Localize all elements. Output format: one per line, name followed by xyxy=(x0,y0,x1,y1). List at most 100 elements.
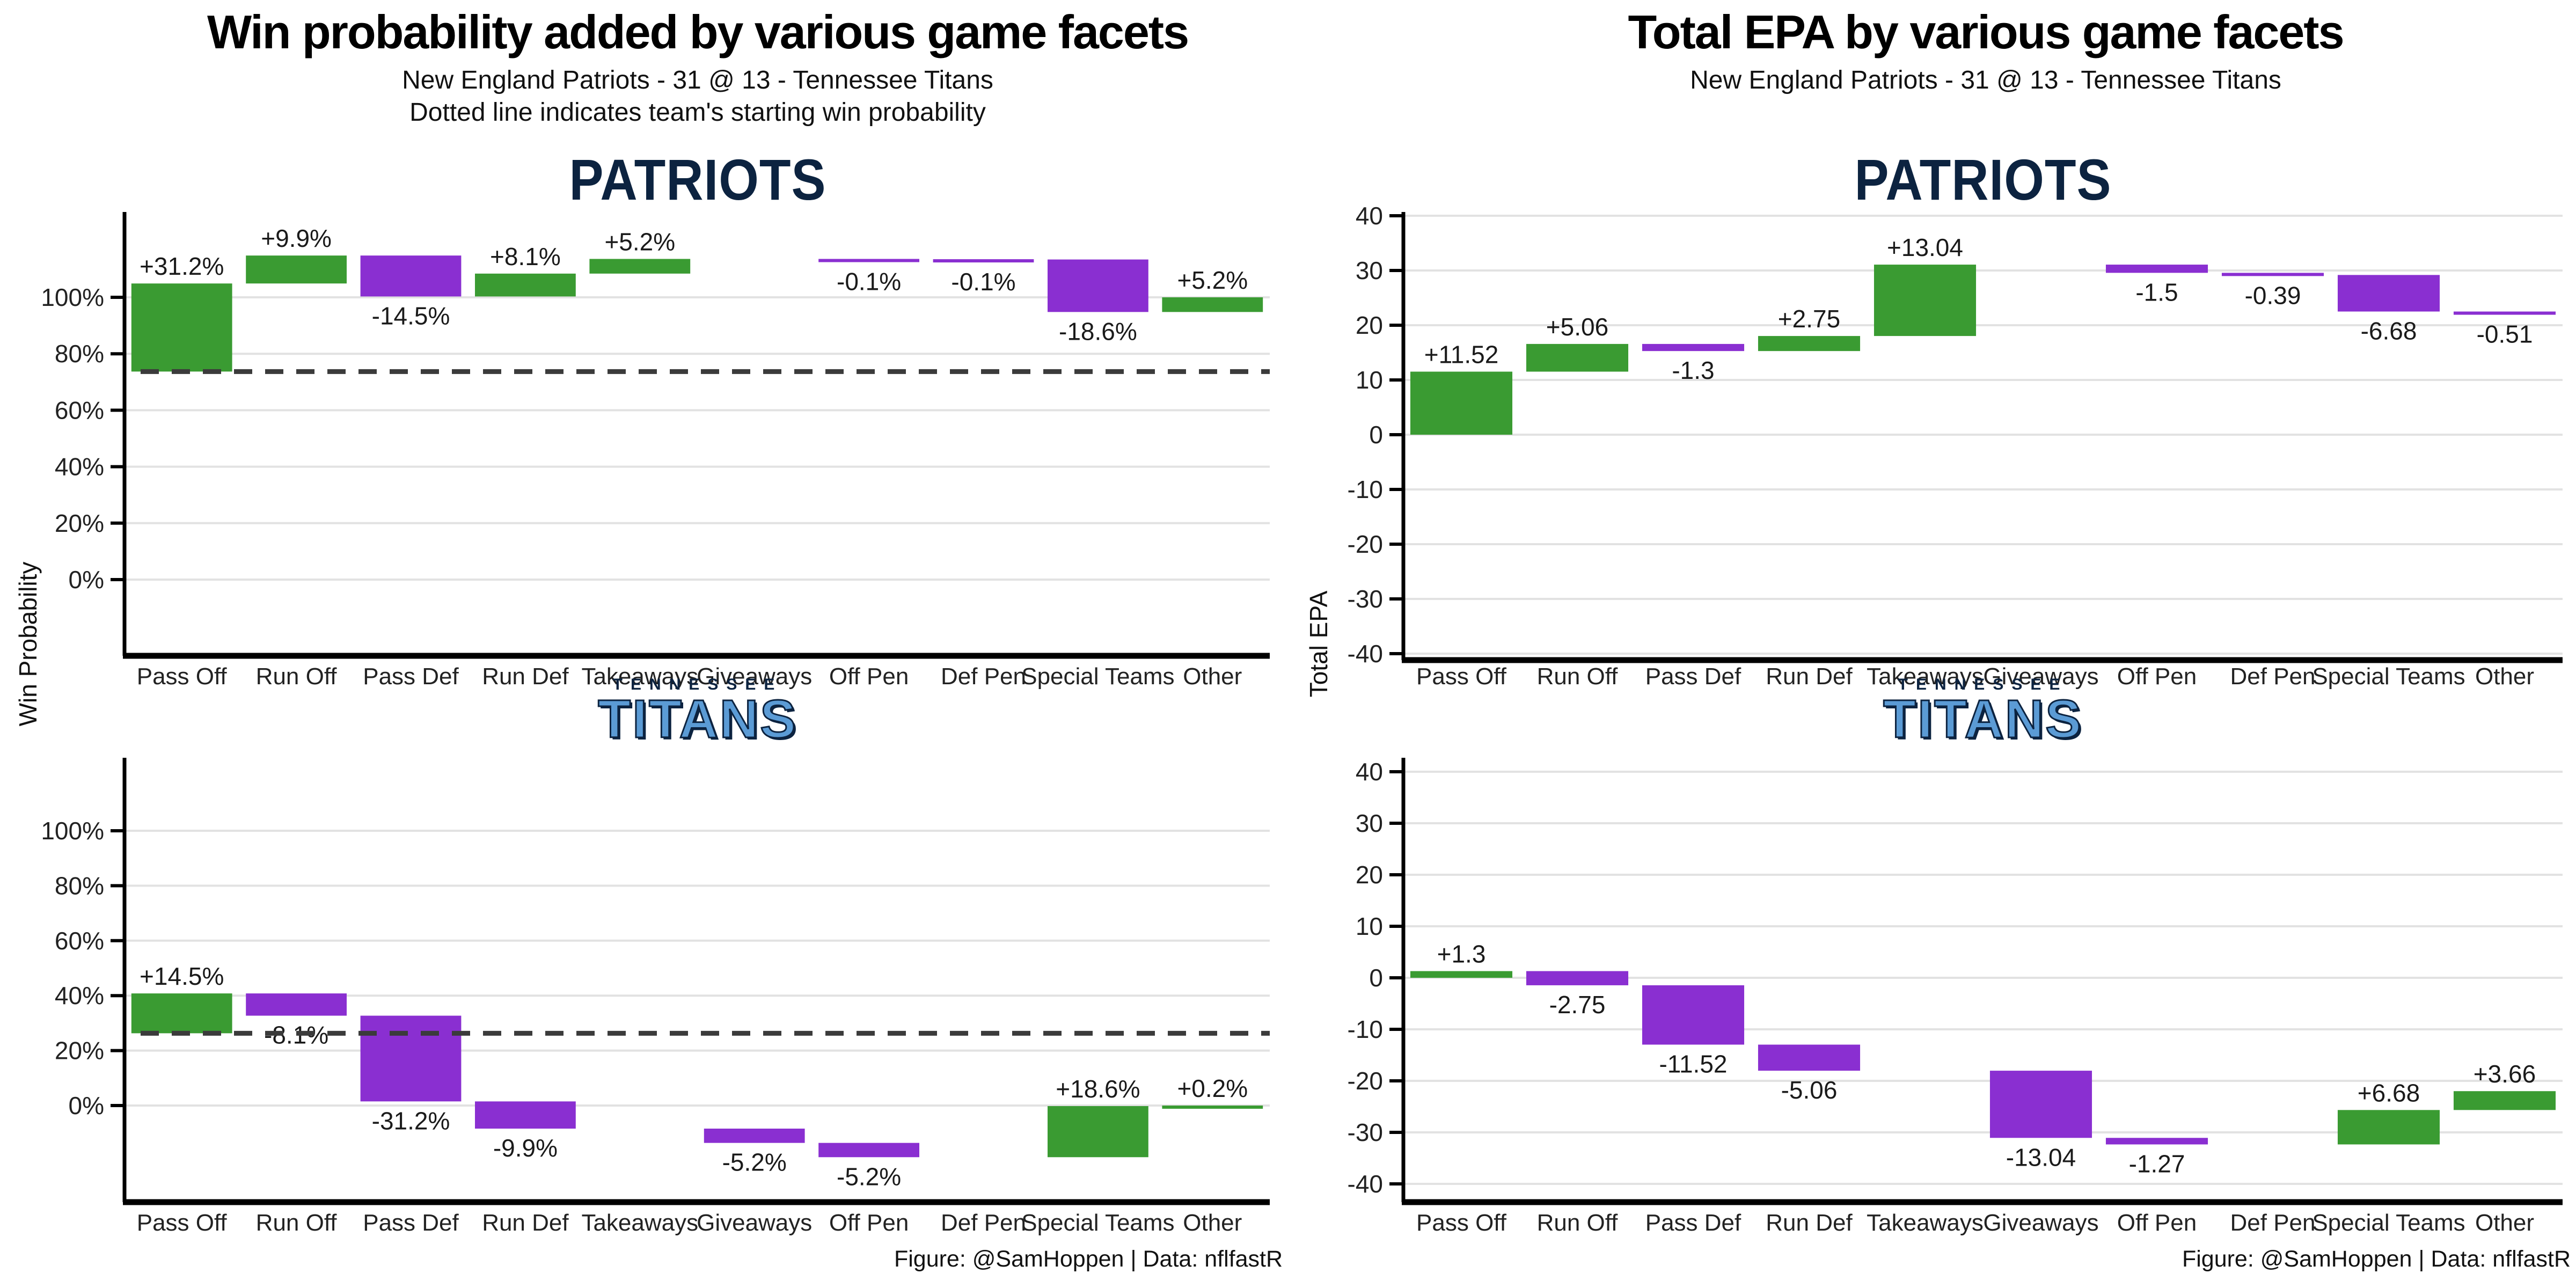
bar-giveaways xyxy=(704,1129,805,1143)
epa-y-axis-title: Total EPA xyxy=(1305,590,1333,698)
bar-pass-def xyxy=(1642,343,1745,352)
x-category-label: Other xyxy=(1183,663,1242,690)
wpa-subtitle: New England Patriots - 31 @ 13 - Tenness… xyxy=(402,66,993,94)
bar-value-label: +31.2% xyxy=(140,252,224,280)
titans-logo: TENNESSEE TITANS xyxy=(1795,676,2171,747)
bar-value-label: +3.66 xyxy=(2473,1060,2536,1088)
bar-def-pen xyxy=(933,259,1034,262)
x-category-label: Takeaways xyxy=(1867,663,1984,690)
y-tick-label: -10 xyxy=(1348,475,1383,503)
x-category-label: Run Def xyxy=(482,1210,569,1236)
y-tick-label: 40 xyxy=(1356,758,1383,786)
bar-pass-off xyxy=(131,993,232,1034)
x-category-label: Pass Def xyxy=(363,1210,459,1236)
bar-pass-def xyxy=(360,1015,462,1102)
chart-wpa-titans: 0%20%40%60%80%100%+14.5%-8.1%-31.2%-9.9%… xyxy=(32,751,1288,1250)
bar-other xyxy=(1162,1106,1263,1109)
x-category-label: Giveaways xyxy=(697,1210,812,1236)
bar-value-label: -1.27 xyxy=(2129,1150,2185,1177)
bar-value-label: -0.51 xyxy=(2477,320,2533,348)
wpa-titans-svg: 0%20%40%60%80%100%+14.5%-8.1%-31.2%-9.9%… xyxy=(41,758,1270,1236)
y-tick-label: 0 xyxy=(1369,964,1383,992)
y-tick-label: 60% xyxy=(55,927,104,955)
bar-value-label: +5.2% xyxy=(1177,266,1248,294)
y-tick-label: 0% xyxy=(69,1092,104,1119)
bar-special-teams xyxy=(1048,259,1148,312)
x-category-label: Takeaways xyxy=(581,1210,698,1236)
x-category-label: Run Def xyxy=(1766,1210,1853,1236)
x-category-label: Pass Off xyxy=(1416,1210,1507,1236)
bar-run-def xyxy=(475,1101,576,1129)
bar-value-label: -14.5% xyxy=(372,302,450,330)
bar-pass-off xyxy=(1410,371,1513,435)
bar-value-label: -0.39 xyxy=(2245,281,2301,309)
epa-title: Total EPA by various game facets xyxy=(1628,5,2344,58)
y-tick-label: -20 xyxy=(1348,530,1383,558)
wpa-patriots-svg: 0% 20% 40% 60% 80% 100% +31.2% +9.9% -14.5% +8.1%… xyxy=(41,212,1270,690)
x-category-label: Other xyxy=(1183,1210,1242,1236)
bar-value-label: -5.2% xyxy=(837,1162,901,1190)
x-category-label: Pass Off xyxy=(137,1210,228,1236)
x-category-label: Giveaways xyxy=(697,663,812,690)
x-category-label: Takeaways xyxy=(581,663,698,690)
bar-value-label: -18.6% xyxy=(1059,317,1137,345)
chart-epa-titans: -40 -30 -20 -10 0 10 20 30 40 +1.3 -2.75 -11.52 -5.0… xyxy=(1299,751,2576,1250)
bar-giveaways xyxy=(1989,1071,2092,1138)
bar-value-label: +6.68 xyxy=(2358,1079,2420,1107)
y-tick-label: -40 xyxy=(1348,640,1383,668)
titans-wordmark: TITANS xyxy=(597,689,797,749)
y-tick-label: 0 xyxy=(1369,421,1383,449)
y-tick-label: -30 xyxy=(1348,585,1383,613)
titans-city-text: TENNESSEE xyxy=(1898,676,2068,693)
bar-value-label: +18.6% xyxy=(1056,1075,1140,1103)
x-category-label: Takeaways xyxy=(1867,1210,1984,1236)
bar-def-pen xyxy=(2221,273,2324,276)
bar-value-label: -13.04 xyxy=(2006,1143,2076,1171)
bar-value-label: -5.2% xyxy=(722,1148,787,1176)
bar-off-pen xyxy=(2105,1138,2208,1145)
bar-value-label: -0.1% xyxy=(837,267,901,295)
wpa-footer-credit: Figure: @SamHoppen | Data: nflfastR xyxy=(894,1246,1283,1272)
bar-takeaways xyxy=(589,259,691,274)
patriots-wordmark: PATRIOTS xyxy=(1854,148,2112,213)
bar-value-label: -31.2% xyxy=(372,1107,450,1135)
y-tick-label: 30 xyxy=(1356,257,1383,284)
x-category-label: Special Teams xyxy=(2312,663,2465,690)
bar-run-off xyxy=(246,255,347,284)
bar-special-teams xyxy=(1048,1106,1148,1158)
bar-off-pen xyxy=(818,259,919,262)
bar-value-label: -0.1% xyxy=(951,268,1015,296)
bar-value-label: +13.04 xyxy=(1887,233,1963,261)
x-category-label: Giveaways xyxy=(1983,1210,2098,1236)
x-category-label: Special Teams xyxy=(1021,663,1174,690)
bar-pass-def xyxy=(1642,985,1745,1045)
y-tick-label: 40% xyxy=(55,453,104,481)
bar-value-label: +2.75 xyxy=(1778,305,1840,333)
y-tick-label: 20% xyxy=(55,1037,104,1065)
chart-epa-patriots: -40 -30 -20 -10 0 10 20 30 40 +11.52 +5.06 -1.3 +2.7… xyxy=(1299,199,2576,698)
x-category-label: Run Off xyxy=(1537,1210,1619,1236)
bar-special-teams xyxy=(2337,1110,2440,1145)
bar-off-pen xyxy=(818,1143,919,1158)
bar-value-label: -1.5 xyxy=(2135,278,2178,306)
bar-run-off xyxy=(246,993,347,1016)
bar-run-def xyxy=(1758,336,1861,352)
bar-value-label: -6.68 xyxy=(2361,317,2417,345)
x-category-label: Pass Def xyxy=(363,663,459,690)
bar-run-def xyxy=(1758,1044,1861,1071)
x-category-label: Pass Def xyxy=(1645,1210,1741,1236)
bar-value-label: -11.52 xyxy=(1659,1050,1727,1078)
bar-special-teams xyxy=(2337,275,2440,312)
x-category-label: Def Pen xyxy=(941,663,1026,690)
y-tick-label: 20% xyxy=(55,509,104,537)
y-tick-label: 20 xyxy=(1356,311,1383,339)
bar-run-off xyxy=(1526,971,1629,985)
x-category-label: Pass Off xyxy=(1416,663,1507,690)
x-category-label: Run Def xyxy=(482,663,569,690)
chart-wpa-patriots: 0% 20% 40% 60% 80% 100% +31.2% +9.9% -14.5% +8.1%… xyxy=(32,199,1288,698)
bar-pass-off xyxy=(1410,971,1513,978)
bar-value-label: -5.06 xyxy=(1781,1076,1838,1104)
patriots-wordmark: PATRIOTS xyxy=(569,148,826,213)
wpa-title: Win probability added by various game fa… xyxy=(207,5,1189,58)
epa-patriots-svg: -40 -30 -20 -10 0 10 20 30 40 +11.52 +5.06 -1.3 +2.7… xyxy=(1348,202,2563,690)
